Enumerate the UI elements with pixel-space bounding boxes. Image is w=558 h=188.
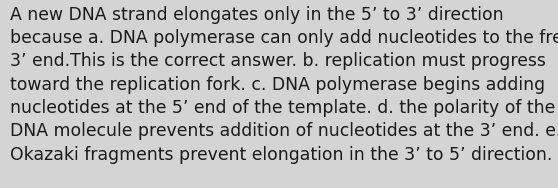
Text: A new DNA strand elongates only in the 5’ to 3’ direction
because a. DNA polymer: A new DNA strand elongates only in the 5… [10,6,558,164]
